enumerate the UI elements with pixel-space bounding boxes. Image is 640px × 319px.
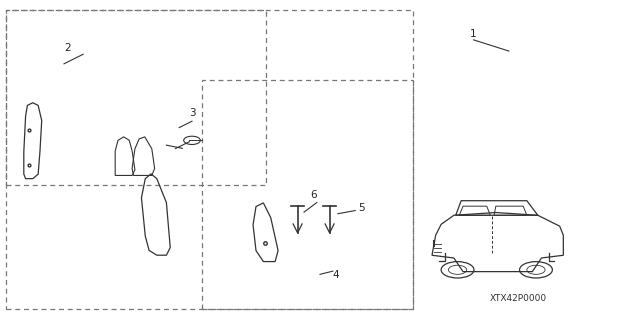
Text: 4: 4 — [333, 270, 339, 279]
Text: 5: 5 — [358, 203, 365, 212]
Text: 6: 6 — [310, 190, 317, 200]
Text: XTX42P0000: XTX42P0000 — [490, 294, 547, 303]
Text: 3: 3 — [189, 108, 195, 118]
Text: 1: 1 — [470, 29, 477, 39]
Text: 2: 2 — [64, 43, 70, 53]
